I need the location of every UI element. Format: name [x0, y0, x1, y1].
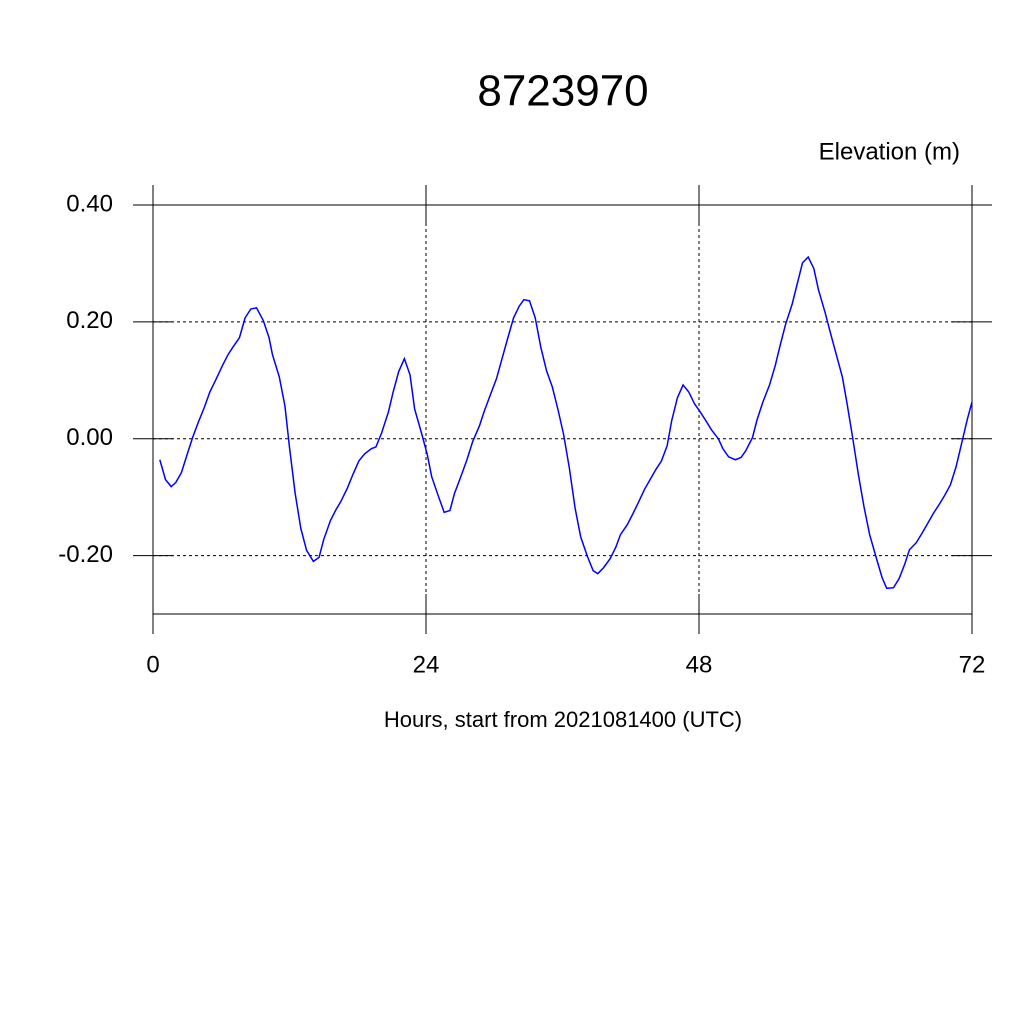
x-tick-label: 24 — [413, 651, 440, 678]
x-tick-label: 48 — [686, 651, 713, 678]
plot-frame — [152, 204, 973, 615]
axis-unit: Elevation (m) — [819, 138, 960, 165]
chart-title: 8723970 — [477, 67, 648, 116]
data-line — [159, 255, 973, 590]
x-tick-label: 0 — [146, 651, 159, 678]
y-tick-label: 0.00 — [66, 424, 113, 451]
y-tick-label: 0.20 — [66, 307, 113, 334]
y-tick-label: -0.20 — [58, 541, 113, 568]
x-tick-label: 72 — [959, 651, 986, 678]
y-tick-label: 0.40 — [66, 190, 113, 217]
x-axis-label: Hours, start from 2021081400 (UTC) — [384, 707, 742, 732]
